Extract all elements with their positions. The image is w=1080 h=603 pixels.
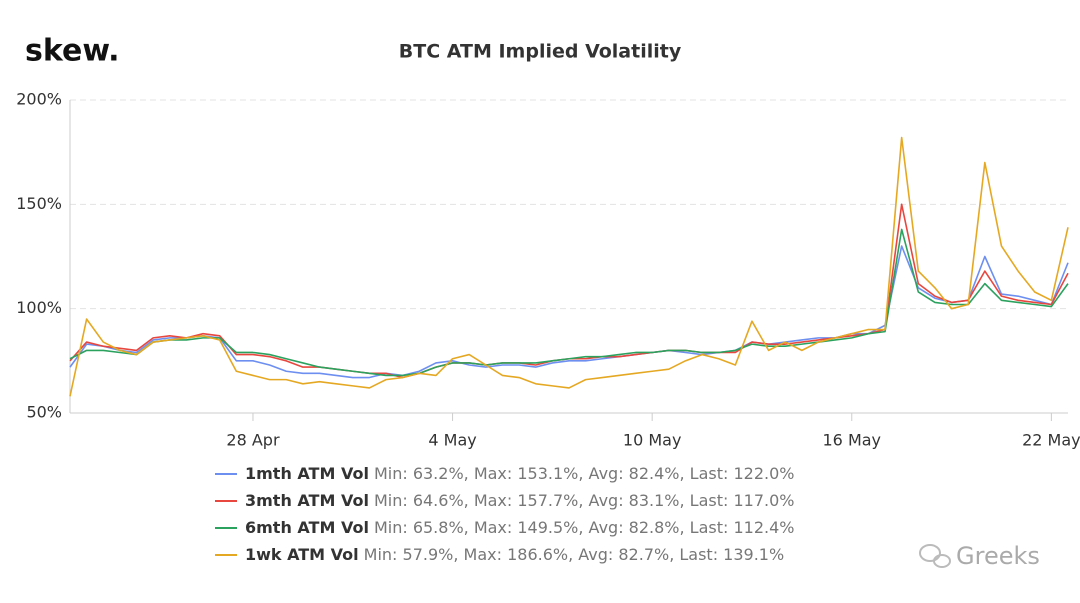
legend-name: 3mth ATM Vol (245, 491, 369, 510)
legend-stats: Min: 57.9%, Max: 186.6%, Avg: 82.7%, Las… (364, 545, 785, 564)
legend-stats: Min: 64.6%, Max: 157.7%, Avg: 83.1%, Las… (374, 491, 795, 510)
legend-name: 1mth ATM Vol (245, 464, 369, 483)
y-tick-label: 150% (16, 194, 62, 213)
y-tick-label: 50% (26, 403, 62, 422)
y-tick-label: 200% (16, 90, 62, 109)
legend-entry: 1wk ATM Vol Min: 57.9%, Max: 186.6%, Avg:… (245, 545, 784, 564)
legend-entry: 1mth ATM Vol Min: 63.2%, Max: 153.1%, Avg… (245, 464, 794, 483)
x-tick-label: 28 Apr (226, 431, 280, 450)
x-tick-label: 22 May (1022, 431, 1080, 450)
logo: skew. (25, 34, 120, 69)
x-tick-label: 16 May (823, 431, 882, 450)
series-line (69, 245, 1069, 379)
series-line (69, 136, 1069, 397)
legend-entry: 3mth ATM Vol Min: 64.6%, Max: 157.7%, Avg… (245, 491, 794, 510)
legend-name: 1wk ATM Vol (245, 545, 359, 564)
legend-stats: Min: 65.8%, Max: 149.5%, Avg: 82.8%, Las… (374, 518, 795, 537)
x-tick-label: 4 May (428, 431, 476, 450)
y-tick-label: 100% (16, 298, 62, 317)
series-line (69, 228, 1069, 377)
legend-entry: 6mth ATM Vol Min: 65.8%, Max: 149.5%, Avg… (245, 518, 794, 537)
x-tick-label: 10 May (623, 431, 682, 450)
legend-stats: Min: 63.2%, Max: 153.1%, Avg: 82.4%, Las… (374, 464, 795, 483)
chart-title: BTC ATM Implied Volatility (399, 41, 682, 63)
legend-name: 6mth ATM Vol (245, 518, 369, 537)
watermark: Greeks (956, 542, 1040, 570)
watermark-icon (919, 544, 951, 568)
